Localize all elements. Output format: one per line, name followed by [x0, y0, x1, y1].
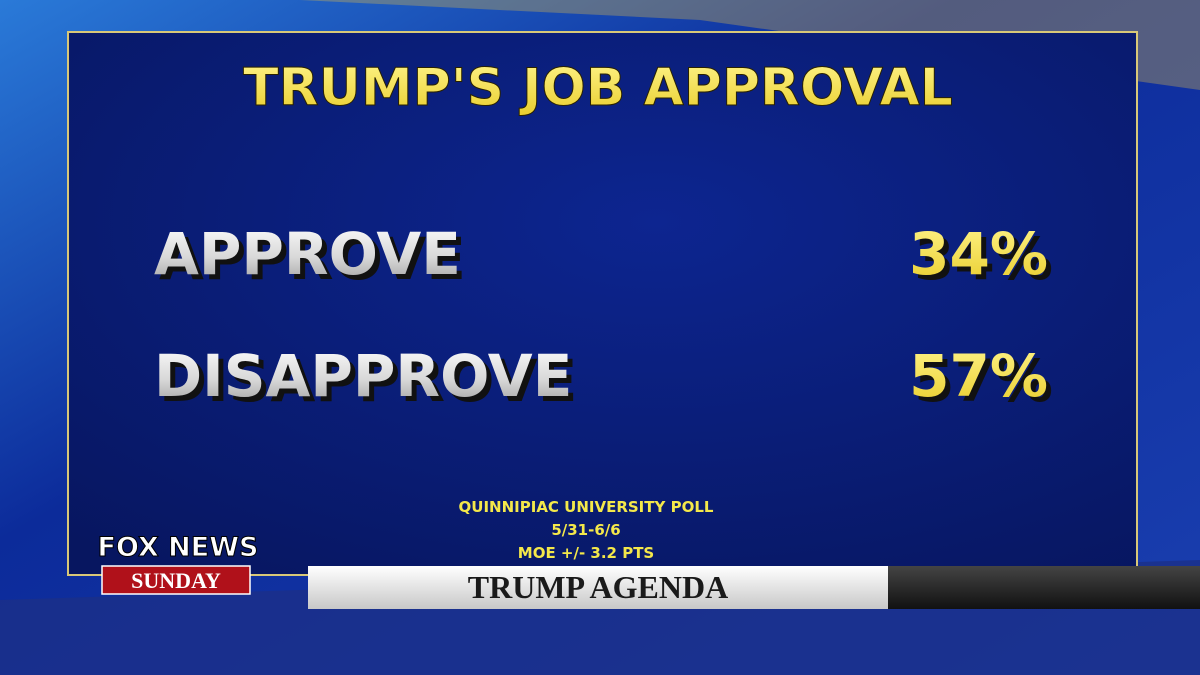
panel — [67, 31, 1138, 576]
source-line: MOE +/- 3.2 PTS — [518, 544, 654, 562]
logo-text: FOX NEWS — [98, 532, 259, 563]
label-shadow: APPROVE — [159, 225, 466, 293]
title: TRUMP'S JOB APPROVAL — [243, 58, 953, 118]
headline: TRUMP AGENDA — [468, 569, 728, 605]
headline-bar — [308, 566, 888, 609]
logo-text: SUNDAY — [131, 568, 221, 593]
dark-bar — [888, 566, 1200, 609]
row-value: 57% — [909, 342, 1048, 410]
logo-box — [101, 565, 251, 595]
source-line: QUINNIPIAC UNIVERSITY POLL — [459, 498, 714, 516]
row-value: 34% — [909, 220, 1048, 288]
row-label: DISAPPROVE — [154, 342, 572, 410]
row-label: APPROVE — [154, 220, 461, 288]
gold-streak — [300, 0, 1200, 90]
value-shadow: 34% — [914, 225, 1053, 293]
source-line: 5/31-6/6 — [551, 521, 620, 539]
value-shadow: 57% — [914, 347, 1053, 415]
label-shadow: DISAPPROVE — [159, 347, 577, 415]
